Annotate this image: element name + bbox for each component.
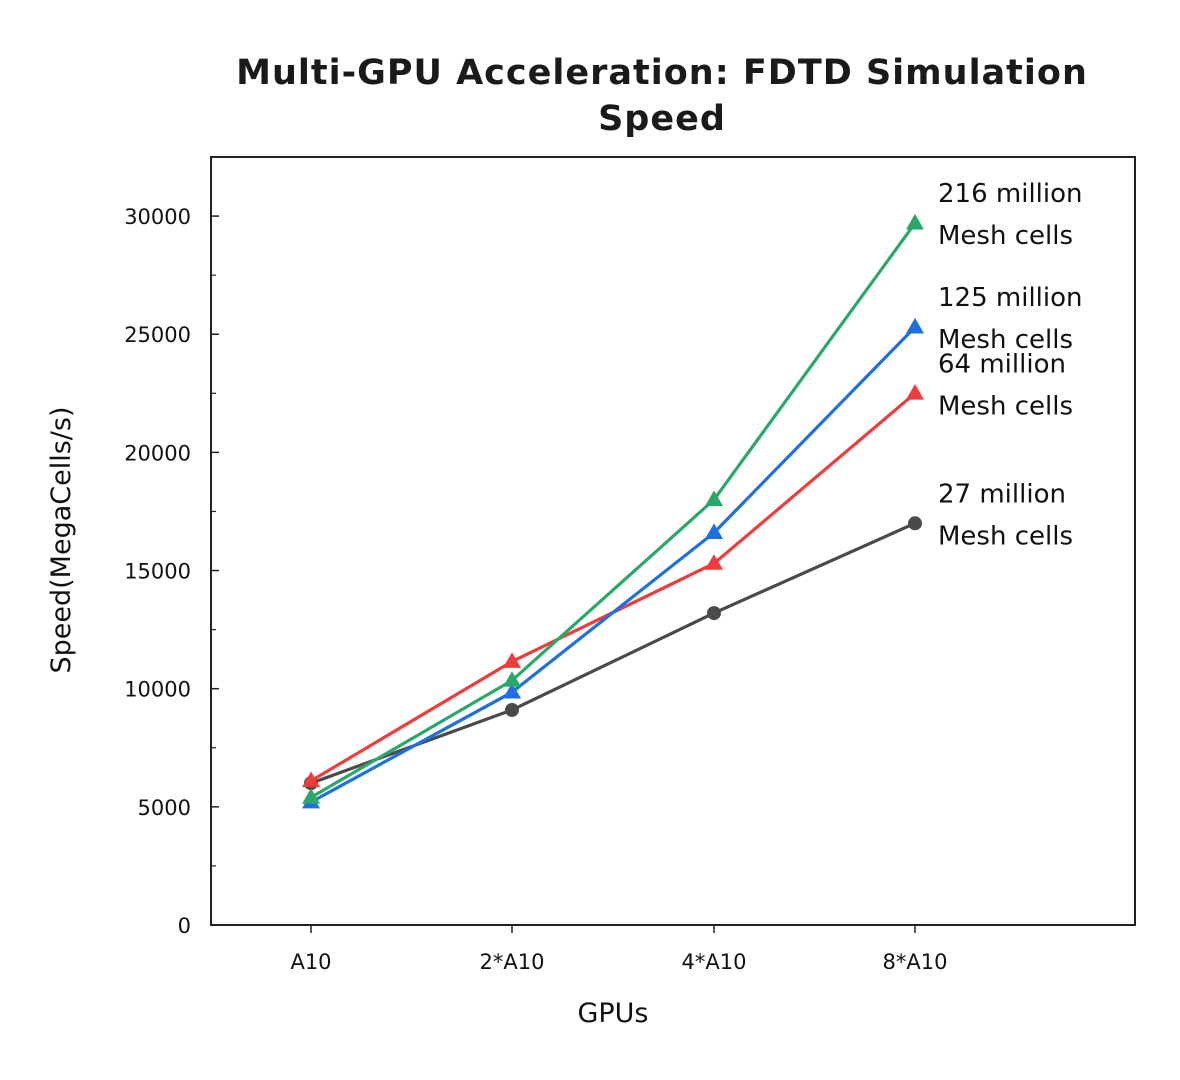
- data-point: [906, 384, 924, 400]
- series-line: [310, 222, 917, 799]
- series-label-line-2: Mesh cells: [938, 521, 1073, 551]
- series-line: [310, 392, 917, 783]
- y-tick-label: 20000: [124, 441, 191, 465]
- data-point: [908, 516, 922, 531]
- series-label-line-1: 27 million: [938, 479, 1066, 509]
- plot-frame: [210, 156, 1136, 926]
- series-label-line-1: 216 million: [938, 179, 1083, 209]
- series-4: [302, 213, 924, 804]
- x-axis-label: GPUs: [577, 998, 648, 1029]
- series-layer: [302, 213, 924, 809]
- data-point: [302, 788, 320, 804]
- x-axis: A10 2*A10 4*A10 8*A10: [290, 925, 947, 974]
- x-tick-label: 2*A10: [480, 950, 545, 974]
- x-tick-label: A10: [290, 950, 331, 974]
- series-label-line-2: Mesh cells: [938, 391, 1073, 421]
- data-point: [302, 771, 320, 788]
- data-point: [503, 682, 521, 699]
- series-line: [310, 326, 917, 804]
- y-tick-label: 10000: [124, 678, 191, 702]
- data-point: [503, 652, 521, 668]
- series-label-line-2: Mesh cells: [938, 221, 1073, 251]
- data-point: [707, 606, 721, 621]
- y-tick-label: 25000: [124, 323, 191, 347]
- y-tick-label: 30000: [124, 205, 191, 229]
- chart-title-line-2: Speed: [598, 99, 726, 139]
- chart-title-line-1: Multi-GPU Acceleration: FDTD Simulation: [236, 53, 1088, 93]
- series-3: [302, 317, 924, 809]
- data-point: [705, 490, 723, 506]
- series-label-line-1: 125 million: [938, 283, 1083, 313]
- x-tick-label: 4*A10: [682, 950, 747, 974]
- y-axis: 0 5000 10000 15000 20000 25000 30000: [124, 205, 219, 938]
- series-label-line-1: 64 million: [938, 349, 1066, 379]
- x-tick-label: 8*A10: [883, 950, 948, 974]
- data-point: [705, 523, 723, 540]
- y-tick-label: 0: [178, 914, 191, 938]
- data-point: [505, 702, 519, 717]
- data-point: [906, 213, 924, 230]
- y-tick-label: 15000: [124, 560, 191, 584]
- series-label-line-2: Mesh cells: [938, 325, 1073, 355]
- y-tick-label: 5000: [138, 796, 191, 820]
- data-point: [705, 554, 723, 570]
- data-point: [503, 671, 521, 687]
- series-2: [302, 384, 924, 788]
- y-axis-label: Speed(MegaCells/s): [46, 407, 77, 674]
- data-point: [906, 317, 924, 334]
